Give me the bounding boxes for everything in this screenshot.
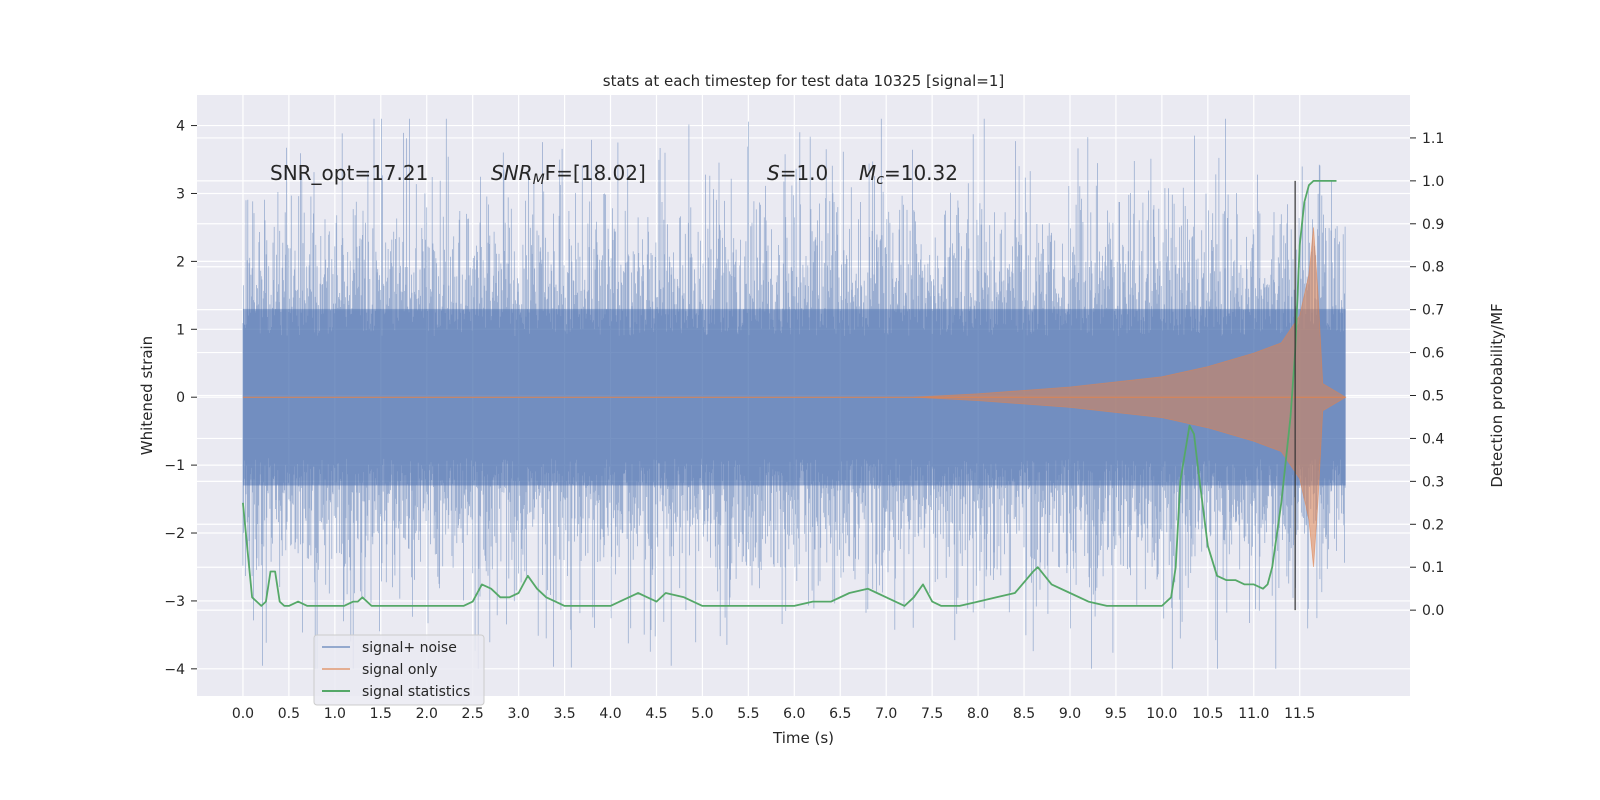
x-tick-label: 3.0 [507, 706, 529, 722]
statistics-line [242, 180, 1337, 607]
annotation-1: SNR_opt=17.21 [270, 161, 428, 185]
y2-axis-label: Detection probability/MF [1488, 303, 1506, 487]
x-tick-label: 10.0 [1146, 706, 1177, 722]
legend-label: signal statistics [362, 684, 470, 700]
y-tick-label: −4 [164, 662, 185, 678]
y-tick-label: 4 [176, 119, 185, 135]
x-tick-label: 1.0 [324, 706, 346, 722]
x-tick-label: 5.0 [691, 706, 713, 722]
y-axis-ticks: −4 −3 −2 −1 0 1 2 3 4 [164, 119, 197, 678]
x-tick-label: 7.5 [921, 706, 943, 722]
y2-tick-label: 1.0 [1422, 174, 1444, 190]
x-tick-label: 4.5 [645, 706, 667, 722]
x-tick-label: 2.5 [462, 706, 484, 722]
y-axis-label: Whitened strain [138, 336, 156, 455]
x-tick-label: 10.5 [1192, 706, 1223, 722]
x-tick-label: 1.5 [370, 706, 392, 722]
y2-tick-label: 0.3 [1422, 474, 1444, 490]
x-tick-label: 6.5 [829, 706, 851, 722]
x-tick-label: 9.0 [1059, 706, 1081, 722]
annotation-3: S=1.0 [767, 161, 828, 185]
x-tick-label: 8.5 [1013, 706, 1035, 722]
y2-tick-label: 0.9 [1422, 217, 1444, 233]
legend-box [313, 634, 485, 706]
x-axis-ticks: 0.0 0.5 1.0 1.5 2.0 2.5 3.0 3.5 4.0 4.5 5.0 5.5 6.0 6… [232, 706, 1315, 722]
annotation-4: Mc=10.32 [859, 161, 958, 188]
y2-tick-label: 0.2 [1422, 517, 1444, 533]
y-tick-label: −1 [164, 458, 185, 474]
legend: signal+ noise signal only signal statistic… [313, 634, 485, 706]
chart-title: stats at each timestep for test data 103… [603, 72, 1004, 90]
legend-label: signal only [362, 662, 437, 678]
y-tick-label: −2 [164, 526, 185, 542]
x-tick-label: 2.0 [416, 706, 438, 722]
y-tick-label: −3 [164, 594, 185, 610]
y2-tick-label: 0.5 [1422, 389, 1444, 405]
y2-tick-label: 0.0 [1422, 603, 1444, 619]
x-tick-label: 11.5 [1284, 706, 1315, 722]
x-tick-label: 11.0 [1238, 706, 1269, 722]
series-signal-only [242, 227, 1347, 568]
y2-tick-label: 0.6 [1422, 346, 1444, 362]
y-tick-label: 3 [176, 186, 185, 202]
y2-tick-label: 0.4 [1422, 431, 1444, 447]
series-signal-statistics [242, 180, 1337, 607]
legend-label: signal+ noise [362, 640, 457, 656]
y2-tick-label: 0.8 [1422, 260, 1444, 276]
x-tick-label: 6.0 [783, 706, 805, 722]
x-tick-label: 4.0 [599, 706, 621, 722]
annotations: SNR_opt=17.21 SNRMF=[18.02] S=1.0 Mc=10.32 [270, 161, 958, 188]
y2-tick-label: 0.7 [1422, 303, 1444, 319]
y-tick-label: 2 [176, 254, 185, 270]
x-tick-label: 3.5 [553, 706, 575, 722]
y-tick-label: 0 [176, 390, 185, 406]
x-axis-label: Time (s) [772, 729, 834, 747]
x-tick-label: 7.0 [875, 706, 897, 722]
y-tick-label: 1 [176, 322, 185, 338]
y2-tick-label: 0.1 [1422, 560, 1444, 576]
x-tick-label: 5.5 [737, 706, 759, 722]
y2-axis-ticks: 0.0 0.1 0.2 0.3 0.4 0.5 0.6 0.7 0.8 0.9 1.0 1.1 [1410, 131, 1444, 619]
y2-tick-label: 1.1 [1422, 131, 1444, 147]
annotation-2: SNRMF=[18.02] [491, 161, 646, 188]
x-tick-label: 0.0 [232, 706, 254, 722]
x-tick-label: 8.0 [967, 706, 989, 722]
x-tick-label: 0.5 [278, 706, 300, 722]
x-tick-label: 9.5 [1105, 706, 1127, 722]
